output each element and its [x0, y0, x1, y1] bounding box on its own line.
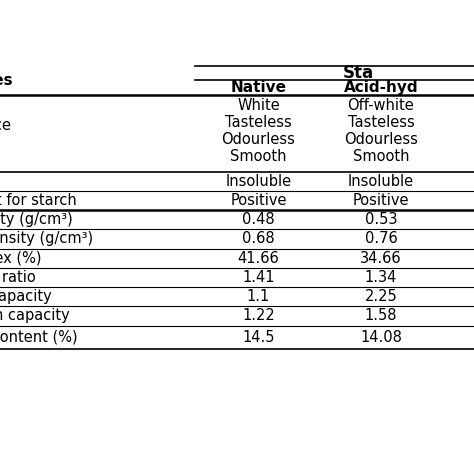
Text: 2.25: 2.25 — [365, 289, 397, 304]
Text: Iodine test for starch: Iodine test for starch — [0, 193, 76, 208]
Text: Appearance: Appearance — [0, 118, 12, 133]
Text: Sta: Sta — [343, 64, 374, 82]
Text: 0.53: 0.53 — [365, 212, 397, 227]
Text: Off-white: Off-white — [347, 98, 414, 113]
Text: 0.68: 0.68 — [242, 231, 275, 246]
Text: 1.58: 1.58 — [365, 309, 397, 323]
Text: 1.22: 1.22 — [242, 309, 275, 323]
Text: Odourless: Odourless — [344, 132, 418, 147]
Text: 41.66: 41.66 — [237, 251, 279, 266]
Text: Insoluble: Insoluble — [225, 174, 292, 189]
Text: 14.5: 14.5 — [242, 329, 274, 345]
Text: Acid-hyd: Acid-hyd — [344, 80, 418, 95]
Text: Odourless: Odourless — [221, 132, 295, 147]
Text: 1.34: 1.34 — [365, 270, 397, 285]
Text: 1.41: 1.41 — [242, 270, 274, 285]
Text: Insoluble: Insoluble — [348, 174, 414, 189]
Text: Tasteless: Tasteless — [225, 115, 292, 130]
Text: Positive: Positive — [353, 193, 409, 208]
Text: Tapped density (g/cm³): Tapped density (g/cm³) — [0, 231, 93, 246]
Text: Absorption capacity: Absorption capacity — [0, 309, 69, 323]
Text: Bulk density (g/cm³): Bulk density (g/cm³) — [0, 212, 73, 227]
Text: Smooth: Smooth — [353, 149, 409, 164]
Text: Smooth: Smooth — [230, 149, 287, 164]
Text: Properties: Properties — [0, 73, 13, 88]
Text: 1.1: 1.1 — [247, 289, 270, 304]
Text: Carr's index (%): Carr's index (%) — [0, 251, 41, 266]
Text: 14.08: 14.08 — [360, 329, 402, 345]
Text: Swelling capacity: Swelling capacity — [0, 289, 51, 304]
Text: Moisture content (%): Moisture content (%) — [0, 329, 77, 345]
Text: White: White — [237, 98, 280, 113]
Text: 0.76: 0.76 — [365, 231, 397, 246]
Text: Native: Native — [230, 80, 286, 95]
Text: Tasteless: Tasteless — [347, 115, 414, 130]
Text: Hausner's ratio: Hausner's ratio — [0, 270, 36, 285]
Text: 34.66: 34.66 — [360, 251, 401, 266]
Text: Positive: Positive — [230, 193, 287, 208]
Text: 0.48: 0.48 — [242, 212, 275, 227]
